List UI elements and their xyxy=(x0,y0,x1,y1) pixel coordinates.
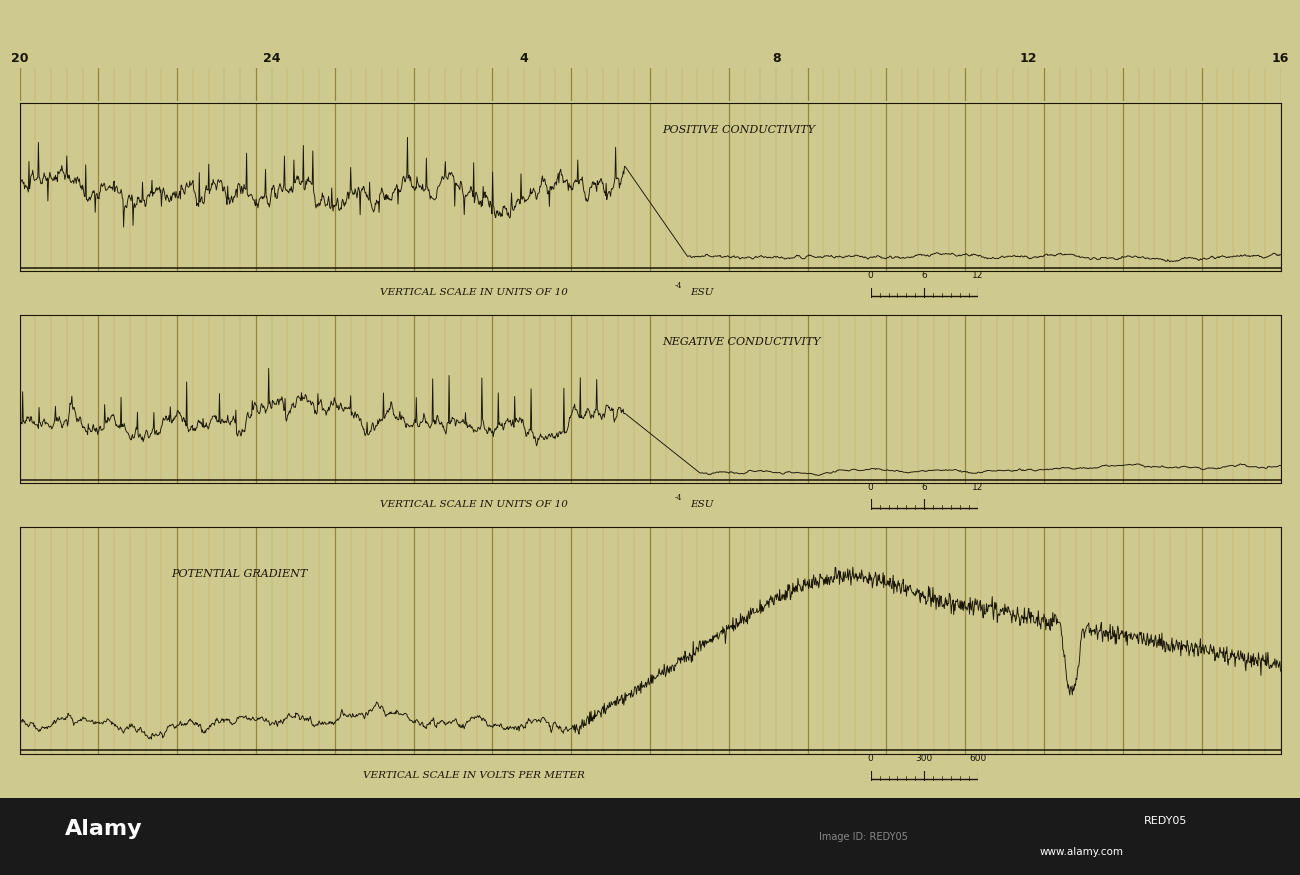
Text: Alamy: Alamy xyxy=(65,819,143,839)
Text: POSITIVE CONDUCTIVITY: POSITIVE CONDUCTIVITY xyxy=(663,125,815,136)
Text: Image ID: REDY05: Image ID: REDY05 xyxy=(819,831,907,842)
Text: -4: -4 xyxy=(675,493,682,501)
Text: 6: 6 xyxy=(922,482,927,492)
Text: 12: 12 xyxy=(1019,52,1037,65)
Text: 12: 12 xyxy=(972,270,984,280)
Text: 0: 0 xyxy=(868,753,874,763)
Text: 20: 20 xyxy=(10,52,29,65)
Text: www.alamy.com: www.alamy.com xyxy=(1040,847,1124,857)
Text: 12: 12 xyxy=(972,482,984,492)
Text: VERTICAL SCALE IN UNITS OF 10: VERTICAL SCALE IN UNITS OF 10 xyxy=(380,289,567,298)
Text: 4: 4 xyxy=(520,52,528,65)
Text: NEGATIVE CONDUCTIVITY: NEGATIVE CONDUCTIVITY xyxy=(663,337,822,347)
Text: VERTICAL SCALE IN UNITS OF 10: VERTICAL SCALE IN UNITS OF 10 xyxy=(380,500,567,509)
Text: 16: 16 xyxy=(1271,52,1290,65)
Text: 24: 24 xyxy=(263,52,281,65)
Text: -4: -4 xyxy=(675,282,682,290)
Text: 0: 0 xyxy=(868,270,874,280)
Text: 300: 300 xyxy=(915,753,933,763)
Text: POTENTIAL GRADIENT: POTENTIAL GRADIENT xyxy=(170,569,307,578)
Text: 600: 600 xyxy=(970,753,987,763)
Text: ESU: ESU xyxy=(690,500,714,509)
Text: 6: 6 xyxy=(922,270,927,280)
Text: 8: 8 xyxy=(772,52,780,65)
Text: VERTICAL SCALE IN VOLTS PER METER: VERTICAL SCALE IN VOLTS PER METER xyxy=(363,772,585,780)
Text: ESU: ESU xyxy=(690,289,714,298)
Text: REDY05: REDY05 xyxy=(1144,816,1187,826)
Text: 0: 0 xyxy=(868,482,874,492)
